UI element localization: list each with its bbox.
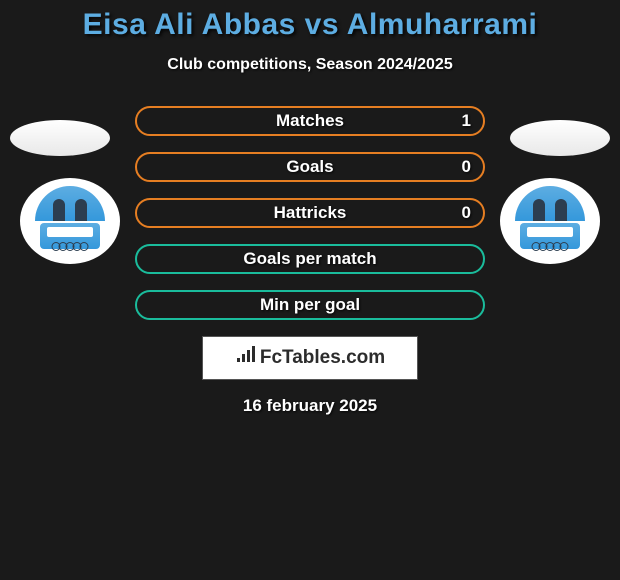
stat-row-min-per-goal: Min per goal — [135, 290, 485, 320]
stat-value-right — [441, 290, 471, 320]
club-badge-icon — [515, 186, 585, 256]
stat-label: Goals per match — [135, 244, 485, 274]
page-subtitle: Club competitions, Season 2024/2025 — [0, 56, 620, 74]
stat-value-right: 0 — [441, 152, 471, 182]
club-badge-icon — [35, 186, 105, 256]
club-logo-left — [20, 178, 120, 264]
player-flag-left — [10, 120, 110, 156]
stat-value-right: 1 — [441, 106, 471, 136]
stat-label: Matches — [135, 106, 485, 136]
stat-row-matches: Matches 1 — [135, 106, 485, 136]
club-logo-right — [500, 178, 600, 264]
stat-label: Min per goal — [135, 290, 485, 320]
stat-label: Hattricks — [135, 198, 485, 228]
player-flag-right — [510, 120, 610, 156]
stat-value-right — [441, 244, 471, 274]
stat-value-right: 0 — [441, 198, 471, 228]
stat-row-goals: Goals 0 — [135, 152, 485, 182]
watermark-label: FcTables.com — [260, 347, 385, 369]
page-title: Eisa Ali Abbas vs Almuharrami — [0, 8, 620, 42]
watermark-text: FcTables.com — [235, 346, 385, 370]
stat-row-hattricks: Hattricks 0 — [135, 198, 485, 228]
watermark-box: FcTables.com — [202, 336, 418, 380]
stats-area: Matches 1 Goals 0 Hattricks 0 Goals per … — [135, 106, 485, 320]
bars-icon — [235, 346, 257, 370]
stat-row-goals-per-match: Goals per match — [135, 244, 485, 274]
date-line: 16 february 2025 — [0, 396, 620, 416]
stat-label: Goals — [135, 152, 485, 182]
infographic-container: Eisa Ali Abbas vs Almuharrami Club compe… — [0, 0, 620, 416]
